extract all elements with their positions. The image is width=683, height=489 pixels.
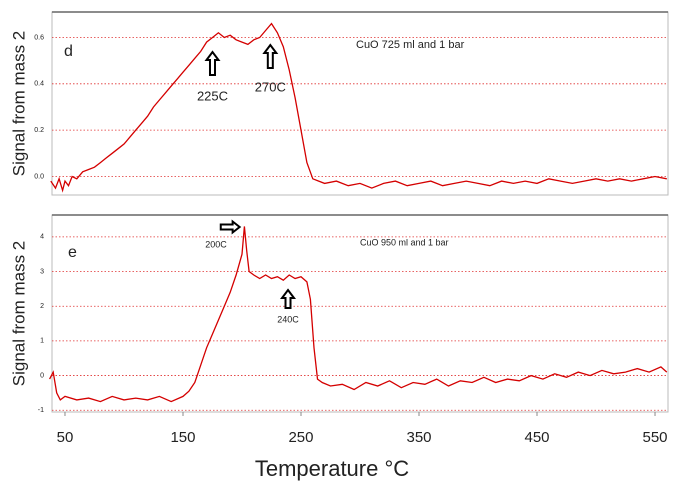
annotation-arrow: [280, 288, 297, 309]
x-tick-label: 550: [643, 429, 668, 446]
data-line: [50, 22, 667, 193]
data-line: [49, 226, 668, 403]
annotation: 270C: [255, 79, 286, 94]
y-tick-label: 4: [40, 234, 44, 241]
annotation-arrow: [262, 43, 279, 69]
y-tick-label: 0.6: [34, 34, 44, 41]
y-tick-label: 0.0: [34, 173, 44, 180]
annotation-arrow: [204, 50, 221, 76]
annotation: 225C: [197, 88, 228, 103]
x-tick-label: 50: [57, 429, 74, 446]
panel-label: d: [64, 43, 73, 60]
y-tick-label: 0: [40, 372, 44, 379]
y-tick-label: 0.2: [34, 127, 44, 134]
panel-note: CuO 725 ml and 1 bar: [356, 39, 465, 51]
annotation: 240C: [277, 314, 299, 324]
y-tick-label: 2: [40, 303, 44, 310]
x-tick-label: 350: [406, 429, 431, 446]
panel-note: CuO 950 ml and 1 bar: [360, 237, 449, 247]
y-tick-label: -1: [38, 407, 44, 414]
x-tick-label: 150: [170, 429, 195, 446]
panel-label: e: [68, 244, 77, 261]
y-axis-label: Signal from mass 2: [9, 241, 28, 387]
annotation: 200C: [205, 239, 227, 249]
x-tick-label: 250: [288, 429, 313, 446]
x-axis-label: Temperature °C: [255, 456, 409, 481]
y-tick-label: 3: [40, 268, 44, 275]
y-tick-label: 0.4: [34, 81, 44, 88]
y-axis-label: Signal from mass 2: [9, 31, 28, 177]
x-tick-label: 450: [524, 429, 549, 446]
y-tick-label: 1: [40, 338, 44, 345]
annotation-arrow: [219, 219, 242, 235]
